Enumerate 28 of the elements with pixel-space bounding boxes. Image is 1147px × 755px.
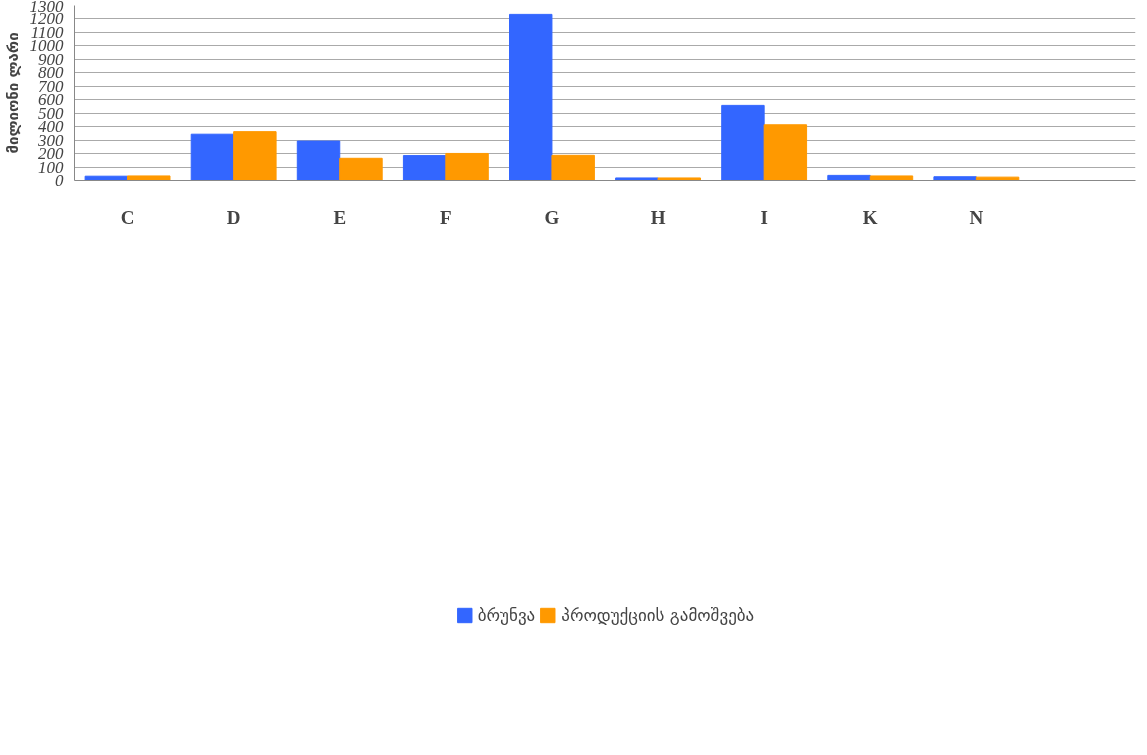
bar xyxy=(763,124,808,181)
bar xyxy=(551,154,595,181)
x-tick-label: I xyxy=(760,206,768,228)
x-tick-label: N xyxy=(969,206,984,228)
bar xyxy=(869,175,914,181)
bar xyxy=(933,176,977,181)
bar xyxy=(445,152,489,181)
legend-label: ბრუნვა xyxy=(477,605,536,625)
bar xyxy=(657,177,701,181)
x-tick-label: C xyxy=(120,206,135,228)
bar xyxy=(402,155,447,181)
bar xyxy=(339,157,383,181)
bar xyxy=(721,104,765,181)
bar xyxy=(233,131,277,181)
bar xyxy=(615,177,659,181)
x-tick-label: K xyxy=(862,206,878,228)
legend-label: პროდუქციის გამოშვება xyxy=(561,605,755,625)
x-tick-label: E xyxy=(333,206,347,228)
bar xyxy=(296,140,341,181)
bar xyxy=(190,133,235,181)
bar xyxy=(127,175,171,181)
y-axis-title: მილიონი ლარი xyxy=(3,32,22,154)
bar xyxy=(975,176,1020,181)
x-tick-label: G xyxy=(544,206,560,228)
x-tick-label: D xyxy=(226,206,241,228)
x-tick-label: F xyxy=(440,206,452,228)
bar xyxy=(509,13,553,181)
x-tick-label: H xyxy=(650,206,666,228)
